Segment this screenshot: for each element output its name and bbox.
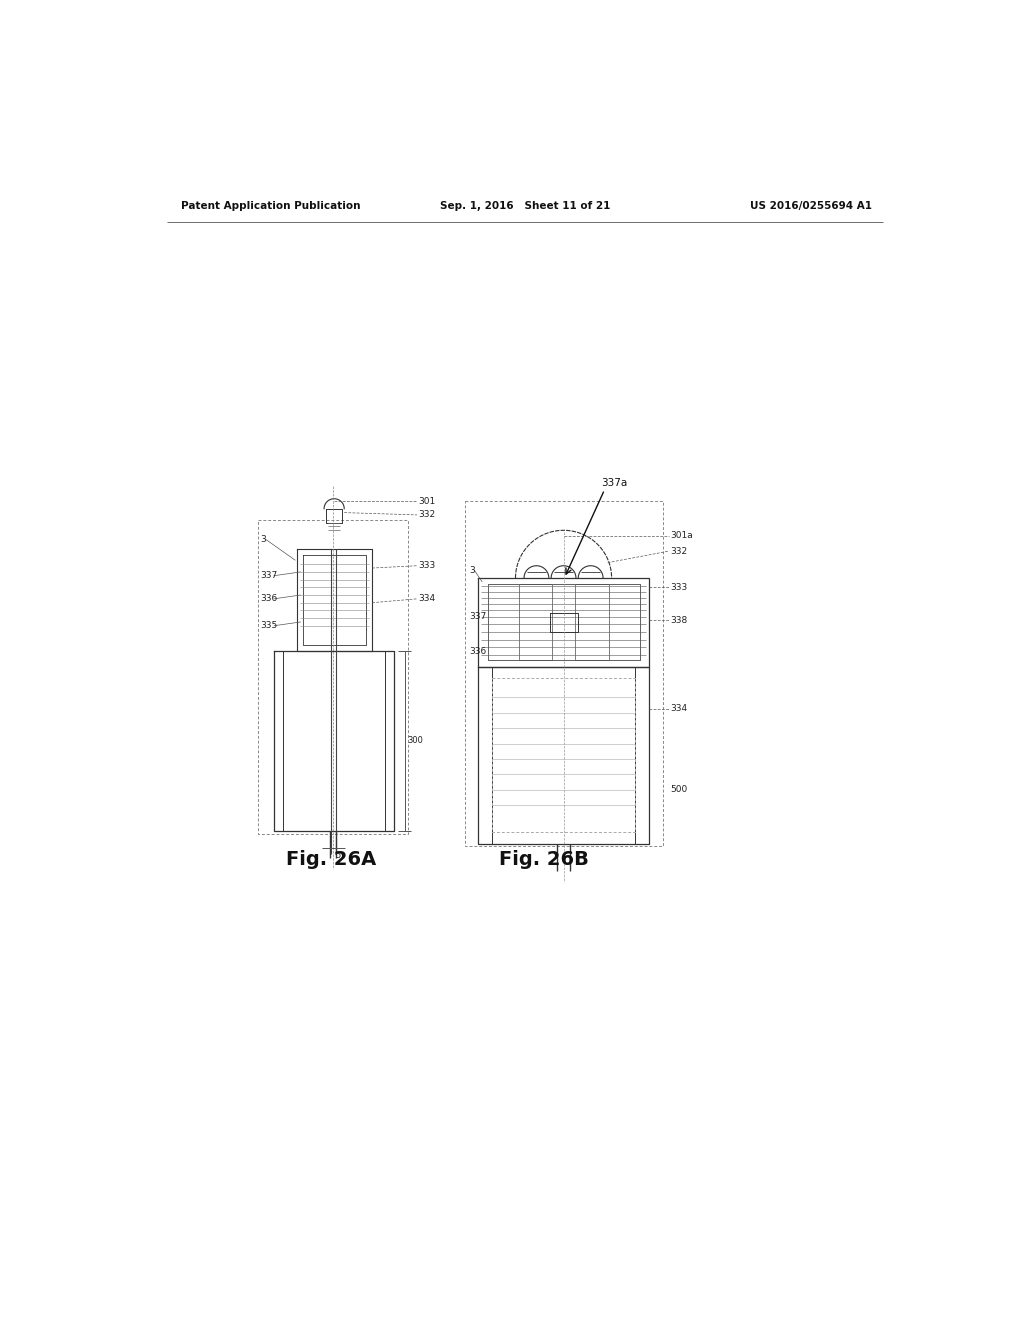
Text: Patent Application Publication: Patent Application Publication	[180, 201, 360, 211]
Text: 500: 500	[671, 785, 688, 795]
Text: 333: 333	[419, 561, 436, 570]
Text: Fig. 26B: Fig. 26B	[500, 850, 589, 869]
Text: 335: 335	[260, 622, 278, 630]
Text: 5: 5	[335, 851, 340, 859]
Text: 334: 334	[419, 594, 436, 603]
Text: US 2016/0255694 A1: US 2016/0255694 A1	[750, 201, 872, 211]
Text: 337a: 337a	[601, 478, 627, 488]
Text: 337: 337	[260, 572, 278, 581]
Text: 334: 334	[671, 705, 688, 713]
Text: 336: 336	[469, 647, 486, 656]
Text: 336: 336	[260, 594, 278, 603]
Text: 300: 300	[408, 737, 424, 744]
Text: 301a: 301a	[671, 531, 693, 540]
Text: Sep. 1, 2016   Sheet 11 of 21: Sep. 1, 2016 Sheet 11 of 21	[439, 201, 610, 211]
Text: 338: 338	[671, 616, 688, 624]
Text: 332: 332	[419, 511, 436, 519]
Text: 333: 333	[671, 583, 688, 591]
Text: 301: 301	[419, 496, 436, 506]
Text: 3: 3	[469, 566, 475, 574]
Text: Fig. 26A: Fig. 26A	[286, 850, 376, 869]
Text: 337: 337	[469, 612, 486, 620]
Text: 3: 3	[260, 535, 266, 544]
Text: 332: 332	[671, 546, 688, 556]
